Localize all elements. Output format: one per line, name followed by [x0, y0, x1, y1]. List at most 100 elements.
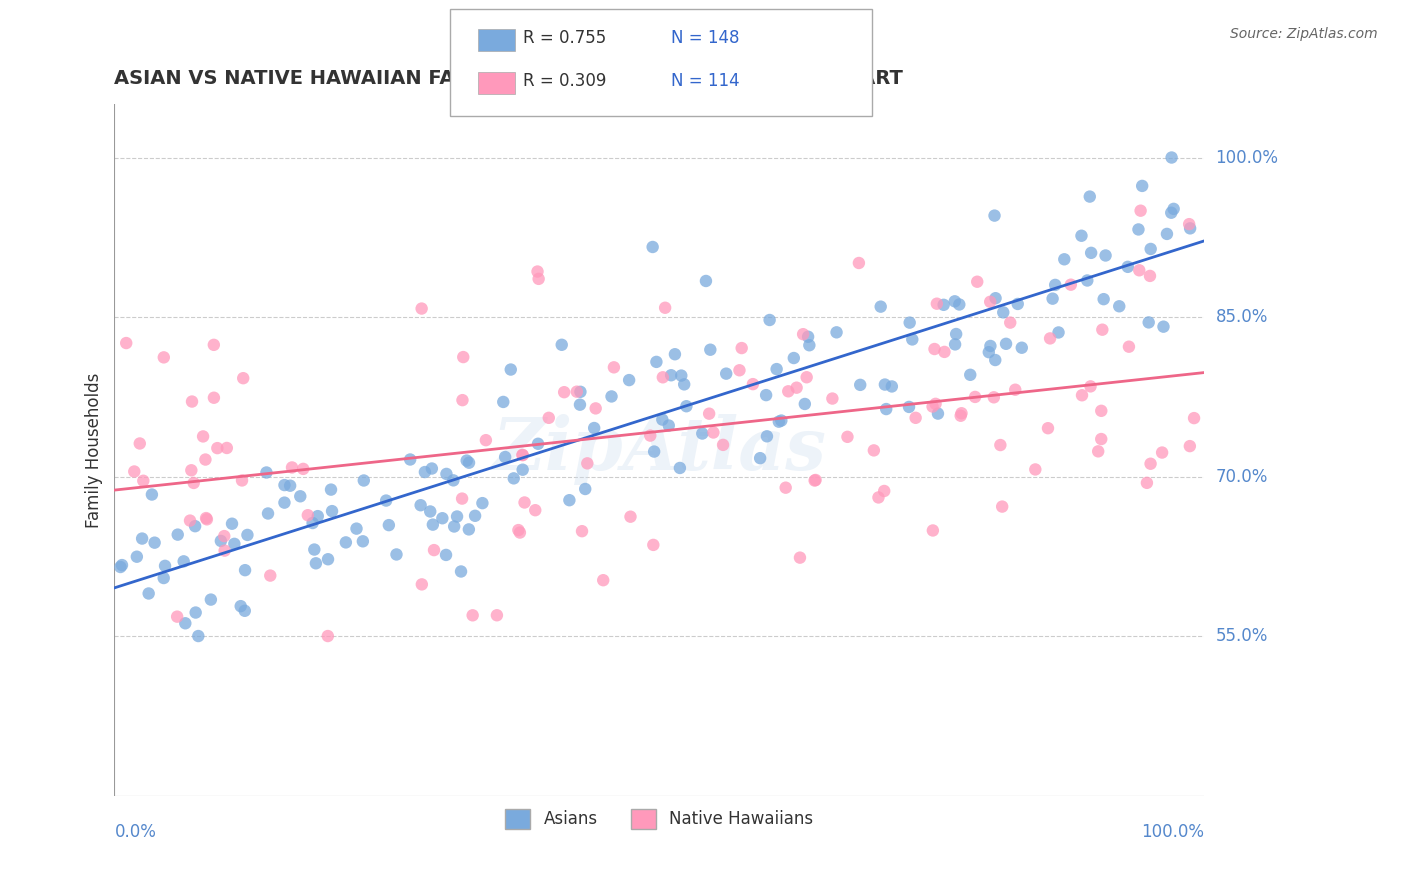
Point [553, 385, 575, 400]
Point [988, 438, 1011, 452]
Point [527, 437, 550, 451]
Point [669, 461, 692, 475]
Point [305, 556, 328, 570]
Point [675, 399, 697, 413]
Point [187, 629, 209, 643]
Point [202, 338, 225, 352]
Point [643, 444, 665, 458]
Point [755, 429, 778, 443]
Point [464, 508, 486, 523]
Point [458, 456, 481, 470]
Point [457, 522, 479, 536]
Point [214, 543, 236, 558]
Point [1087, 444, 1109, 458]
Point [111, 558, 134, 573]
Point [983, 390, 1005, 404]
Point [385, 548, 408, 562]
Point [943, 294, 966, 309]
Point [527, 272, 550, 286]
Point [673, 377, 696, 392]
Point [494, 450, 516, 464]
Point [803, 474, 825, 488]
Point [215, 441, 238, 455]
Point [524, 503, 547, 517]
Point [765, 362, 787, 376]
Point [1053, 252, 1076, 267]
Point [1007, 297, 1029, 311]
Point [475, 433, 498, 447]
Point [537, 410, 560, 425]
Point [259, 568, 281, 582]
Point [758, 313, 780, 327]
Point [236, 528, 259, 542]
Text: 0.0%: 0.0% [114, 823, 156, 841]
Point [699, 343, 721, 357]
Point [934, 345, 956, 359]
Point [1080, 245, 1102, 260]
Point [702, 425, 724, 440]
Point [901, 333, 924, 347]
Point [115, 336, 138, 351]
Point [1139, 268, 1161, 283]
Point [461, 608, 484, 623]
Point [132, 474, 155, 488]
Point [924, 397, 946, 411]
Point [568, 398, 591, 412]
Point [571, 524, 593, 538]
Point [880, 379, 903, 393]
Point [979, 339, 1001, 353]
Point [184, 519, 207, 533]
Point [603, 360, 626, 375]
Point [921, 400, 943, 414]
Point [181, 394, 204, 409]
Point [1094, 248, 1116, 262]
Point [446, 509, 468, 524]
Point [731, 341, 754, 355]
Point [1070, 228, 1092, 243]
Point [138, 586, 160, 600]
Point [152, 571, 174, 585]
Point [849, 377, 872, 392]
Point [278, 479, 301, 493]
Point [180, 463, 202, 477]
Point [1047, 326, 1070, 340]
Point [799, 338, 821, 352]
Point [1024, 462, 1046, 476]
Point [224, 537, 246, 551]
Point [789, 550, 811, 565]
Point [1039, 331, 1062, 345]
Point [651, 370, 673, 384]
Point [307, 509, 329, 524]
Legend: Asians, Native Hawaiians: Asians, Native Hawaiians [499, 802, 820, 836]
Point [451, 350, 474, 364]
Point [1116, 260, 1139, 274]
Point [848, 256, 870, 270]
Point [690, 426, 713, 441]
Point [434, 548, 457, 562]
Point [1136, 475, 1159, 490]
Point [793, 397, 815, 411]
Text: N = 148: N = 148 [671, 29, 740, 47]
Point [485, 608, 508, 623]
Point [768, 415, 790, 429]
Point [783, 351, 806, 365]
Point [353, 474, 375, 488]
Point [1043, 277, 1066, 292]
Point [943, 337, 966, 351]
Point [1000, 316, 1022, 330]
Point [600, 389, 623, 403]
Point [399, 452, 422, 467]
Point [232, 371, 254, 385]
Point [183, 475, 205, 490]
Point [321, 504, 343, 518]
Point [716, 367, 738, 381]
Point [797, 330, 820, 344]
Point [873, 483, 896, 498]
Point [1139, 242, 1161, 256]
Point [638, 428, 661, 442]
Point [792, 327, 814, 342]
Point [502, 471, 524, 485]
Point [422, 517, 444, 532]
Point [375, 493, 398, 508]
Point [1156, 227, 1178, 241]
